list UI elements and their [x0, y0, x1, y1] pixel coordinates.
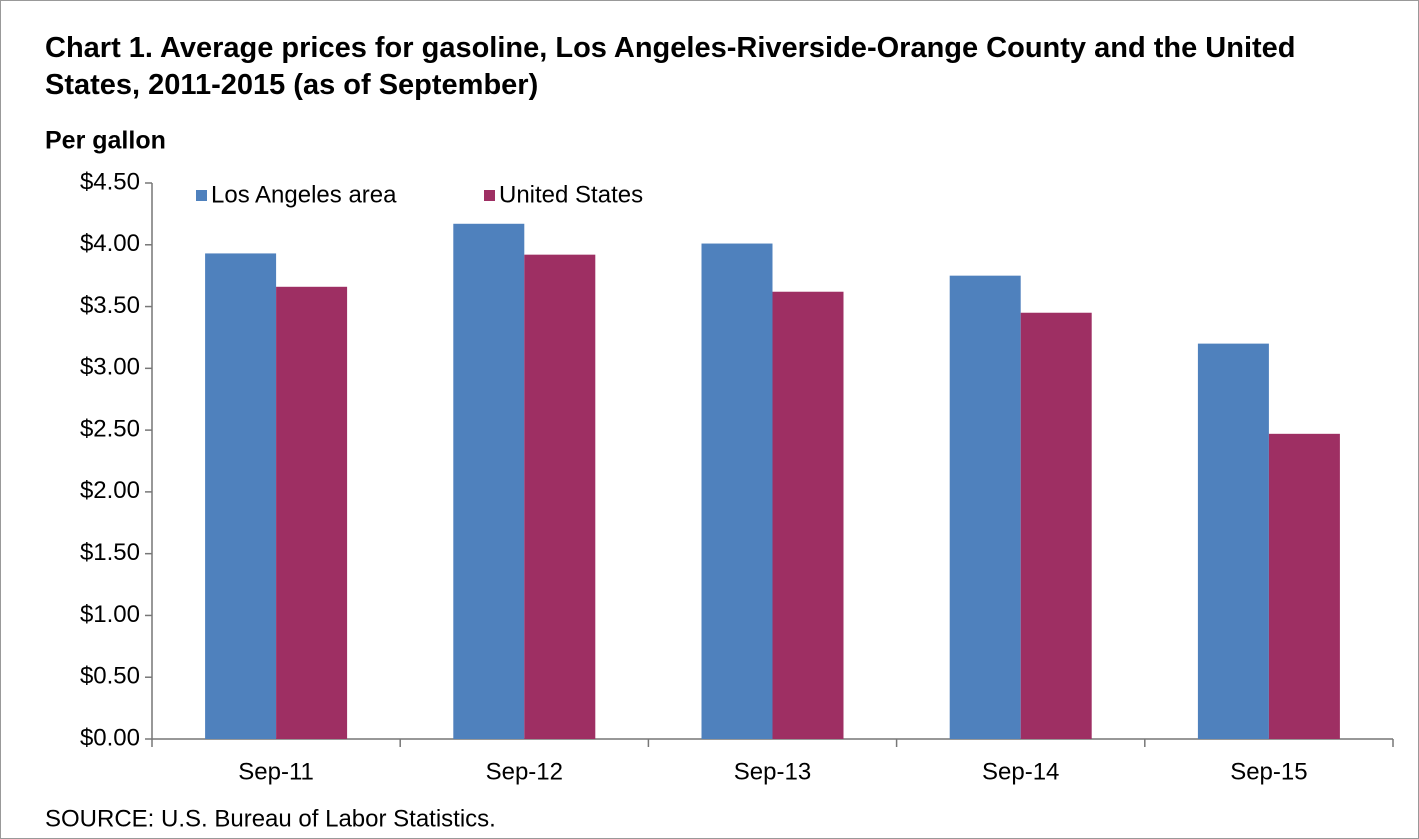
y-tick-label: $1.00 — [80, 601, 140, 628]
y-tick-label: $2.50 — [80, 415, 140, 442]
x-tick-label: Sep-15 — [1230, 758, 1307, 785]
y-tick-label: $0.50 — [80, 663, 140, 690]
bar — [1197, 343, 1269, 739]
y-tick-label: $1.50 — [80, 539, 140, 566]
y-tick-label: $2.00 — [80, 477, 140, 504]
legend-label: United States — [499, 181, 643, 208]
chart-title: Chart 1. Average prices for gasoline, Lo… — [45, 32, 1296, 101]
bar — [524, 254, 596, 739]
source-note: SOURCE: U.S. Bureau of Labor Statistics. — [45, 805, 496, 832]
bar — [453, 223, 525, 740]
y-tick-label: $4.50 — [80, 168, 140, 195]
bar — [276, 286, 348, 739]
x-tick-label: Sep-13 — [734, 758, 811, 785]
y-axis-label: Per gallon — [45, 127, 166, 155]
bar — [701, 243, 773, 739]
x-tick-label: Sep-14 — [982, 758, 1059, 785]
bar — [205, 253, 277, 739]
y-tick-label: $3.00 — [80, 354, 140, 381]
bar — [772, 291, 844, 739]
legend-label: Los Angeles area — [211, 181, 397, 208]
y-tick-label: $4.00 — [80, 230, 140, 257]
bar — [1268, 433, 1340, 739]
bar — [949, 275, 1021, 739]
y-tick-label: $3.50 — [80, 292, 140, 319]
bar — [1020, 312, 1092, 739]
legend-swatch — [484, 190, 495, 201]
legend-swatch — [196, 190, 207, 201]
y-tick-label: $0.00 — [80, 724, 140, 751]
x-tick-label: Sep-12 — [486, 758, 563, 785]
x-tick-label: Sep-11 — [238, 758, 314, 785]
